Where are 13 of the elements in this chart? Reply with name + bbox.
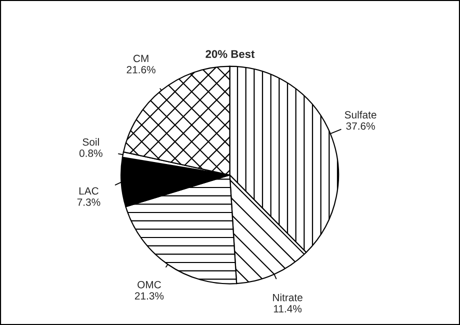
data-label: 21.6% — [126, 66, 156, 74]
data-label: 21.3% — [134, 292, 164, 300]
slice-label: CM — [133, 54, 148, 62]
data-label: 11.4% — [274, 305, 302, 312]
data-label: 7.3% — [77, 198, 100, 206]
slice-label: LAC — [79, 187, 98, 195]
chart-title: 20% Best — [206, 50, 255, 58]
slice-label: OMC — [138, 280, 161, 288]
data-label: 0.8% — [79, 150, 102, 157]
data-label: 37.6% — [346, 122, 375, 130]
slice-label: Sulfate — [344, 110, 376, 119]
slice-label: Soil — [82, 138, 99, 146]
slice-label: Nitrate — [273, 294, 302, 302]
